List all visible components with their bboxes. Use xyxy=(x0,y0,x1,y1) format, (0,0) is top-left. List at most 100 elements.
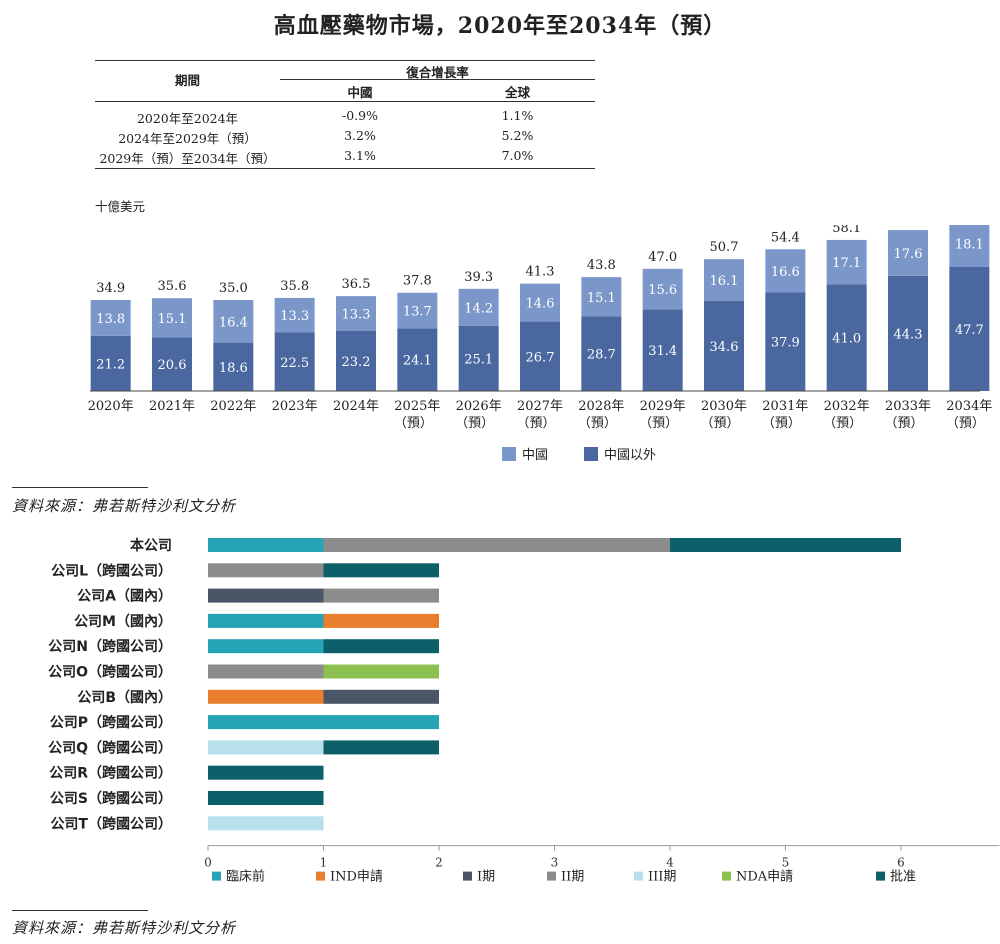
legend-label-stage: IND申請 xyxy=(330,870,383,885)
bar-value-label: 44.3 xyxy=(894,327,923,342)
table-row-china: 3.1% xyxy=(344,148,376,163)
x-tick-label: 6 xyxy=(897,856,905,870)
pipeline-bar-segment xyxy=(208,639,324,654)
legend-swatch-stage xyxy=(722,871,731,881)
bar-outside-china xyxy=(581,316,622,391)
bar-value-label: 14.2 xyxy=(464,301,493,316)
company-label: 公司R（跨國公司） xyxy=(49,766,172,782)
table-row-global: 7.0% xyxy=(501,148,534,163)
pipeline-bar-segment xyxy=(208,563,324,578)
company-label: 公司O（跨國公司） xyxy=(48,665,172,681)
x-tick-sublabel: （預） xyxy=(578,416,617,431)
legend-swatch-outside-china xyxy=(584,447,598,461)
bar-outside-china xyxy=(397,328,438,391)
pipeline-bar-segment xyxy=(208,588,324,603)
table-row-global: 5.2% xyxy=(501,128,534,143)
source-rule xyxy=(12,910,148,911)
company-label: 公司Q（跨國公司） xyxy=(48,740,172,756)
pipeline-bar-segment xyxy=(323,563,439,578)
pipeline-bar-segment xyxy=(323,689,439,704)
source-note: 資料來源：弗若斯特沙利文分析 xyxy=(12,919,237,937)
bar-value-label: 16.6 xyxy=(771,265,800,280)
legend-swatch-stage xyxy=(316,871,325,881)
bar-value-label: 17.6 xyxy=(894,247,923,262)
legend-label-stage: 臨床前 xyxy=(226,869,265,885)
bar-value-label: 20.6 xyxy=(158,358,187,373)
bar-outside-china xyxy=(213,342,254,391)
legend-swatch-stage xyxy=(876,871,885,881)
bar-outside-china xyxy=(336,330,376,391)
pipeline-bar-segment xyxy=(208,816,324,831)
table-header-period: 期間 xyxy=(174,73,200,88)
market-chart-title: 高血壓藥物市場，2020年至2034年（預） xyxy=(273,13,727,39)
bar-value-label: 14.6 xyxy=(526,297,555,312)
x-tick-sublabel: （預） xyxy=(700,416,739,431)
legend-label-outside-china: 中國以外 xyxy=(604,448,656,463)
unit-label: 十億美元 xyxy=(95,199,146,214)
bar-outside-china xyxy=(765,292,806,391)
bar-total-label: 34.9 xyxy=(96,281,125,296)
x-tick-label: 3 xyxy=(551,856,559,870)
pipeline-bar-segment xyxy=(323,740,439,755)
bar-value-label: 13.8 xyxy=(96,312,125,327)
x-tick-label: 0 xyxy=(204,856,212,870)
bar-value-label: 15.6 xyxy=(648,283,677,298)
bar-value-label: 37.9 xyxy=(771,336,800,351)
bar-value-label: 16.4 xyxy=(219,315,248,330)
table-row-period: 2029年（預）至2034年（預） xyxy=(99,151,276,166)
bar-china xyxy=(520,283,560,322)
legend-label-stage: I期 xyxy=(477,870,495,885)
x-tick-label: 5 xyxy=(782,856,790,870)
bar-outside-china xyxy=(888,275,928,391)
bar-china xyxy=(826,239,867,285)
pipeline-bar-segment xyxy=(208,664,324,679)
pipeline-bar-segment xyxy=(208,538,324,552)
x-tick-label: 2033年 xyxy=(885,399,931,414)
legend-swatch-stage xyxy=(547,871,556,881)
bar-value-label: 13.7 xyxy=(403,305,432,320)
bar-value-label: 47.7 xyxy=(955,323,984,338)
x-tick-sublabel: （預） xyxy=(946,416,985,431)
bar-china xyxy=(581,277,622,317)
table-header-cagr: 復合增長率 xyxy=(406,65,469,80)
bar-value-label: 15.1 xyxy=(158,312,187,327)
bar-outside-china xyxy=(642,309,683,391)
bar-value-label: 18.6 xyxy=(219,361,248,376)
bar-total-label: 35.6 xyxy=(158,279,187,294)
bar-value-label: 24.1 xyxy=(403,354,432,369)
bar-value-label: 17.1 xyxy=(832,256,861,271)
company-label: 本公司 xyxy=(130,537,172,554)
pipeline-bar-segment xyxy=(208,689,324,704)
bar-total-label: 35.8 xyxy=(280,279,309,294)
bar-value-label: 31.4 xyxy=(648,344,677,359)
pipeline-bar-segment xyxy=(323,613,439,628)
x-tick-sublabel: （預） xyxy=(884,416,923,431)
company-label: 公司S（跨國公司） xyxy=(50,791,172,807)
x-tick-label: 2023年 xyxy=(272,399,318,414)
bar-china xyxy=(213,300,254,343)
legend-swatch-stage xyxy=(463,871,472,881)
x-tick-label: 2021年 xyxy=(149,399,195,414)
table-row-china: -0.9% xyxy=(342,108,378,123)
x-tick-label: 2022年 xyxy=(210,399,256,414)
company-label: 公司B（國內） xyxy=(77,690,172,706)
bar-china xyxy=(888,230,928,276)
bar-value-label: 18.1 xyxy=(955,237,984,252)
table-header-rule xyxy=(280,79,595,80)
bar-china xyxy=(704,259,744,302)
x-tick-sublabel: （預） xyxy=(455,416,494,431)
pipeline-bar-segment xyxy=(323,664,439,679)
bar-total-label: 35.0 xyxy=(219,281,248,296)
x-tick-label: 2034年 xyxy=(946,399,992,414)
x-tick-label: 2020年 xyxy=(88,399,134,414)
bar-china xyxy=(397,292,438,329)
bar-total-label: 36.5 xyxy=(342,277,371,292)
bar-china xyxy=(458,288,499,326)
table-subheader-china: 中國 xyxy=(347,85,373,100)
legend-label-stage: NDA申請 xyxy=(736,870,793,885)
legend-swatch-china xyxy=(502,447,516,461)
bar-value-label: 34.6 xyxy=(710,340,739,355)
pipeline-bar-segment xyxy=(208,765,324,780)
pipeline-bar-segment xyxy=(208,715,439,730)
